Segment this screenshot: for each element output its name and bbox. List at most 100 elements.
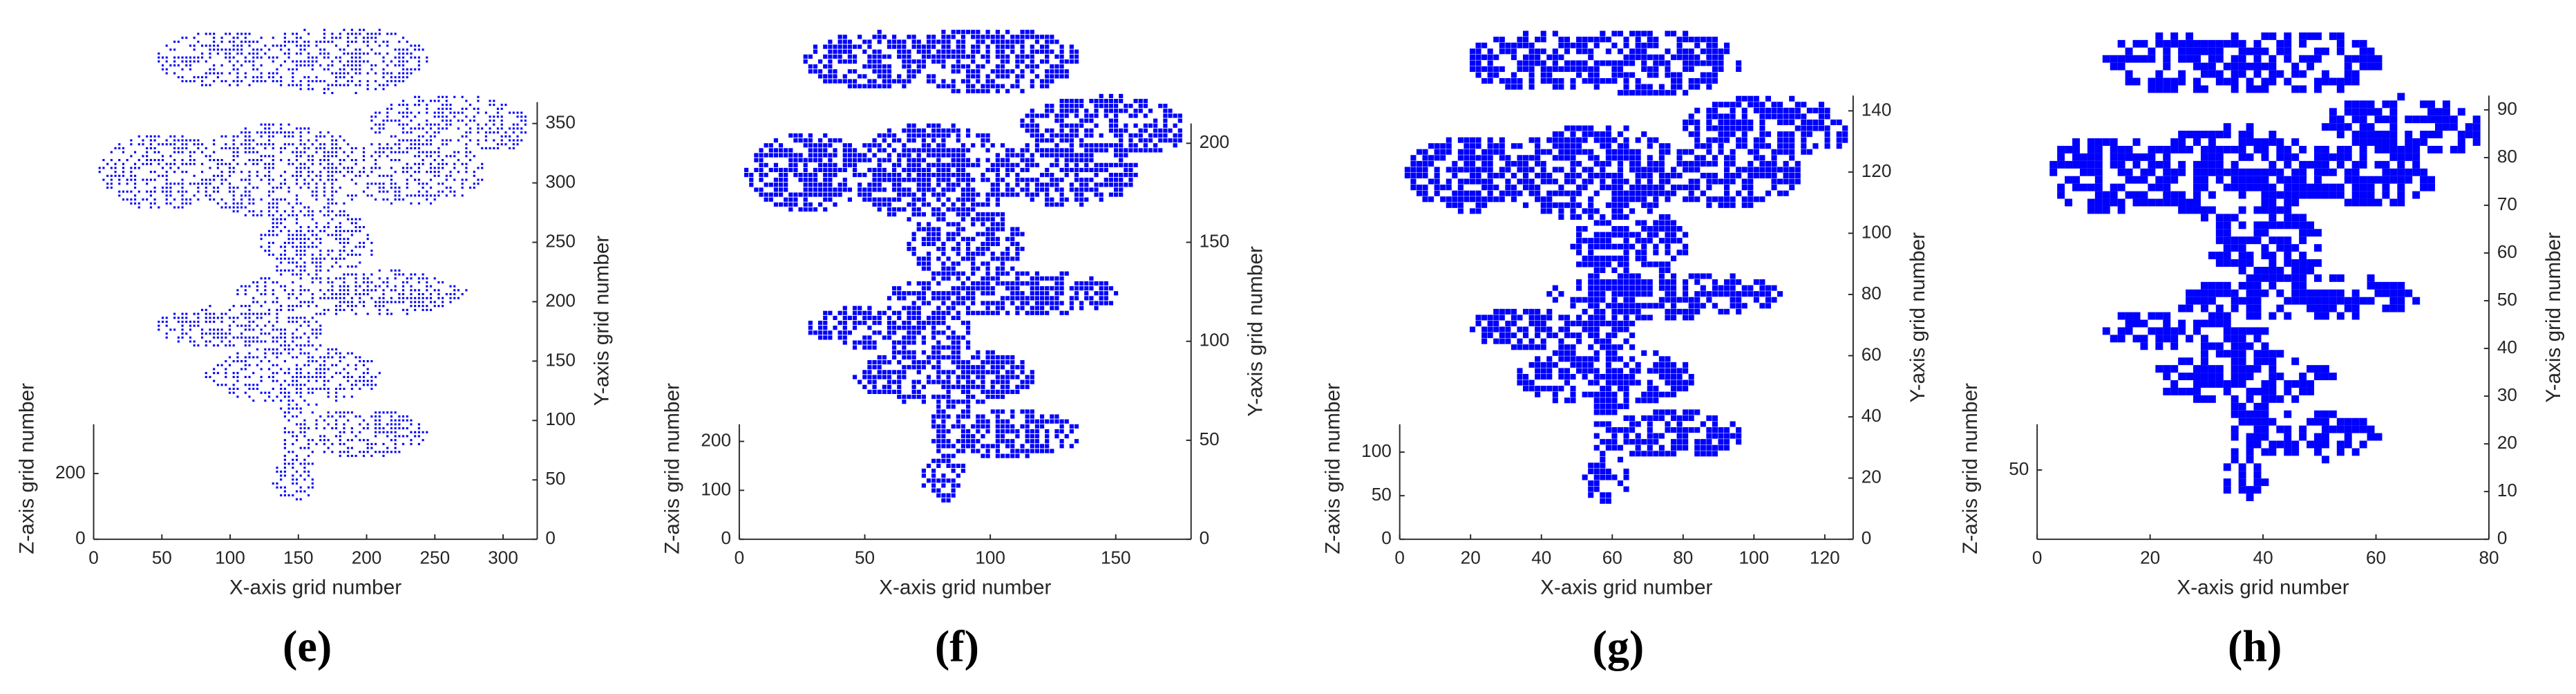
tree-voxel	[295, 439, 299, 442]
tree-voxel	[981, 241, 985, 247]
tree-voxel	[941, 54, 946, 59]
tree-voxel	[414, 171, 417, 174]
tree-voxel	[778, 153, 784, 158]
tree-voxel	[283, 210, 286, 213]
tree-voxel	[907, 355, 911, 360]
tree-voxel	[1074, 98, 1079, 104]
tree-voxel	[402, 139, 405, 142]
tree-voxel	[169, 143, 172, 146]
tree-voxel	[966, 246, 971, 252]
tree-voxel	[287, 56, 290, 59]
tree-voxel	[872, 54, 877, 59]
tree-voxel	[315, 234, 318, 236]
tree-voxel	[295, 84, 299, 86]
tree-voxel	[995, 453, 1000, 458]
tree-voxel	[220, 178, 223, 181]
tree-voxel	[926, 463, 931, 468]
tree-voxel	[985, 394, 990, 400]
tree-voxel	[788, 148, 793, 153]
tree-voxel	[1074, 178, 1079, 182]
tree-voxel	[153, 139, 156, 142]
tree-voxel	[936, 148, 941, 153]
tree-voxel	[264, 174, 267, 177]
tree-voxel	[299, 250, 302, 252]
tree-voxel	[228, 171, 231, 174]
tree-voxel	[946, 335, 951, 340]
tree-voxel	[339, 214, 341, 216]
tree-voxel	[931, 162, 936, 167]
tree-voxel	[813, 330, 818, 335]
tree-voxel	[887, 375, 892, 379]
tree-voxel	[936, 158, 941, 162]
tree-voxel	[1015, 172, 1020, 178]
tree-voxel	[102, 178, 105, 181]
tree-voxel	[402, 281, 405, 283]
tree-voxel	[299, 162, 302, 165]
tree-voxel	[941, 409, 946, 414]
tree-voxel	[1059, 128, 1064, 133]
tree-voxel	[867, 39, 872, 44]
tree-voxel	[956, 291, 960, 296]
tree-voxel	[828, 44, 833, 49]
tree-voxel	[272, 202, 274, 205]
tree-voxel	[976, 79, 981, 84]
tree-voxel	[303, 320, 306, 323]
tree-voxel	[426, 60, 428, 63]
tree-voxel	[966, 434, 971, 439]
tree-voxel	[398, 186, 401, 189]
tree-voxel	[414, 104, 417, 106]
tree-voxel	[877, 365, 882, 370]
tree-voxel	[378, 269, 381, 272]
tree-voxel	[1119, 158, 1124, 162]
tree-voxel	[359, 415, 361, 418]
tree-voxel	[390, 312, 392, 315]
tree-voxel	[213, 328, 216, 331]
tree-voxel	[1059, 44, 1064, 49]
tree-voxel	[414, 435, 417, 438]
tree-voxel	[445, 155, 448, 158]
tree-voxel	[292, 462, 294, 465]
tree-voxel	[366, 60, 369, 63]
tree-voxel	[307, 356, 310, 359]
tree-voxel	[1015, 182, 1020, 187]
tree-voxel	[1064, 197, 1069, 202]
tree-voxel	[169, 135, 172, 138]
tree-voxel	[331, 198, 334, 201]
tree-voxel	[193, 76, 196, 79]
tree-voxel	[902, 375, 907, 379]
tree-voxel	[946, 404, 951, 409]
tree-voxel	[287, 344, 290, 347]
tree-voxel	[106, 162, 109, 165]
tree-voxel	[149, 139, 152, 142]
tree-voxel	[995, 74, 1000, 79]
tree-voxel	[173, 72, 176, 75]
tree-voxel	[1108, 286, 1114, 291]
tree-voxel	[375, 415, 377, 418]
tree-voxel	[315, 336, 318, 339]
tree-voxel	[280, 198, 283, 201]
tree-voxel	[311, 451, 314, 453]
tree-voxel	[252, 400, 255, 402]
tree-voxel	[990, 379, 995, 384]
tree-voxel	[867, 197, 872, 202]
tree-voxel	[872, 69, 877, 74]
tree-voxel	[828, 178, 833, 182]
tree-voxel	[1069, 44, 1074, 49]
tree-voxel	[960, 148, 966, 153]
tree-voxel	[398, 159, 401, 162]
tree-voxel	[1020, 74, 1025, 79]
tree-voxel	[244, 139, 247, 142]
tree-voxel	[287, 269, 290, 272]
tree-voxel	[966, 296, 971, 301]
tree-voxel	[161, 174, 164, 177]
tree-voxel	[1050, 306, 1054, 310]
tree-voxel	[287, 411, 290, 414]
tree-voxel	[280, 344, 283, 347]
tree-voxel	[1177, 128, 1182, 133]
tree-voxel	[299, 52, 302, 55]
tree-voxel	[1163, 109, 1168, 113]
tree-voxel	[232, 56, 235, 59]
tree-voxel	[956, 355, 960, 360]
tree-voxel	[936, 123, 941, 128]
tree-voxel	[276, 395, 278, 398]
